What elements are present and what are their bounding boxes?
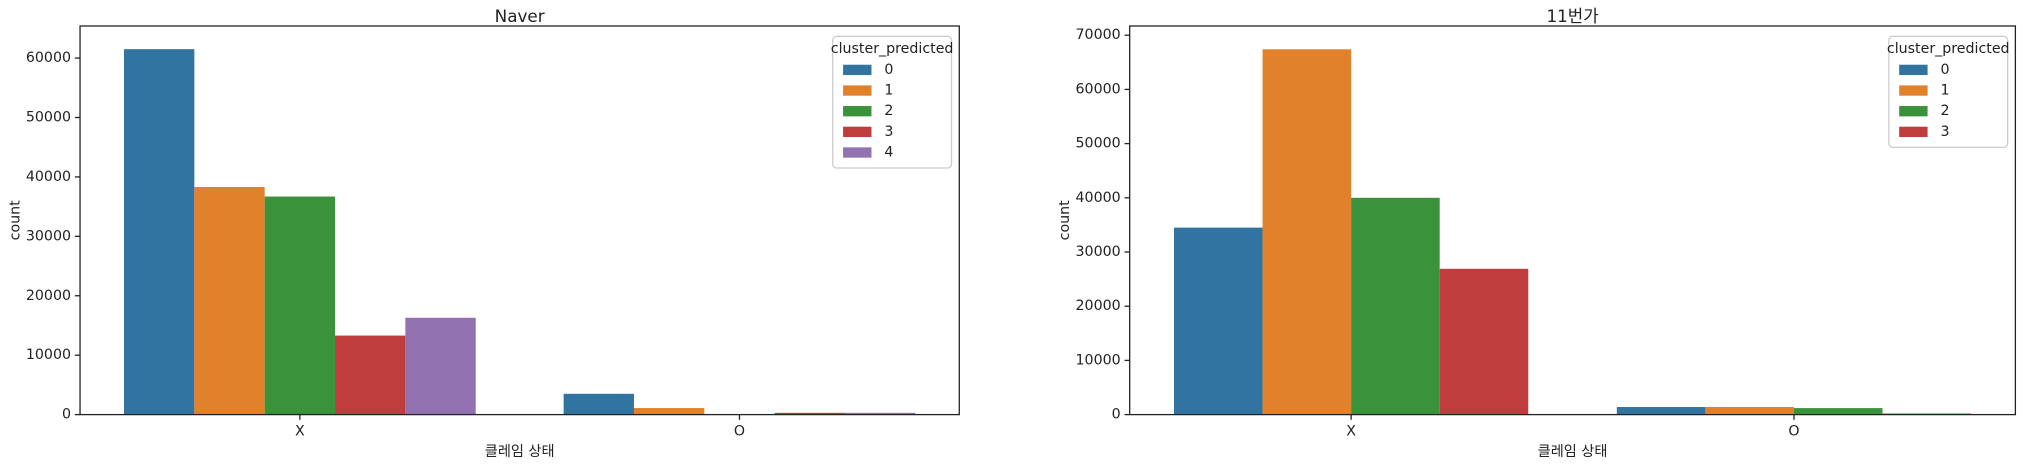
y-tick-label: 50000 — [26, 109, 71, 125]
bar — [1705, 407, 1794, 415]
y-tick-label: 0 — [1112, 407, 1121, 423]
bar — [264, 196, 336, 415]
legend-label: 1 — [1940, 83, 1949, 99]
bar — [774, 412, 845, 415]
y-tick-label: 30000 — [1076, 244, 1121, 260]
legend-swatch — [1899, 106, 1928, 117]
y-axis-label: count — [1057, 200, 1073, 240]
chart-title: Naver — [495, 6, 545, 26]
y-tick-label: 0 — [62, 407, 71, 423]
bar — [335, 335, 406, 415]
y-tick-label: 70000 — [1076, 27, 1121, 43]
legend-label: 2 — [884, 103, 893, 119]
y-tick-label: 40000 — [26, 169, 71, 185]
axes-frame — [1129, 25, 2017, 416]
bar — [563, 393, 634, 415]
legend-label: 3 — [1940, 124, 1949, 140]
bar — [844, 412, 916, 415]
y-tick-label: 60000 — [1076, 81, 1121, 97]
legend-label: 3 — [884, 124, 893, 140]
bar — [1173, 227, 1263, 415]
legend-title: cluster_predicted — [831, 41, 954, 57]
x-axis-label: 클레임 상태 — [1538, 444, 1608, 460]
legend-swatch — [1899, 64, 1928, 76]
y-tick-label: 50000 — [1076, 136, 1121, 152]
legend-label: 2 — [1940, 103, 1949, 119]
x-tick-label: X — [295, 423, 305, 439]
y-tick-label: 60000 — [26, 50, 71, 66]
legend-swatch — [843, 64, 872, 76]
legend-swatch — [843, 126, 872, 138]
legend-swatch — [1899, 85, 1928, 96]
bar — [633, 408, 705, 415]
y-tick-label: 20000 — [26, 288, 71, 304]
legend-box — [1888, 35, 2009, 148]
legend-label: 0 — [1940, 62, 1949, 78]
legend-swatch — [843, 106, 872, 117]
bar — [194, 187, 265, 415]
y-tick-label: 10000 — [26, 347, 71, 363]
y-tick-label: 20000 — [1076, 298, 1121, 314]
x-axis-label: 클레임 상태 — [485, 444, 555, 460]
y-axis-label: count — [7, 200, 23, 240]
legend-swatch — [843, 147, 872, 158]
bar — [1351, 197, 1440, 415]
axes-frame — [79, 25, 960, 416]
legend-label: 0 — [884, 62, 893, 78]
legend-title: cluster_predicted — [1887, 41, 2010, 57]
bar — [124, 49, 195, 415]
y-tick-label: 30000 — [26, 228, 71, 244]
bar — [405, 317, 476, 415]
x-tick-label: X — [1346, 423, 1356, 439]
x-tick-label: O — [734, 423, 745, 439]
y-tick-label: 10000 — [1076, 352, 1121, 368]
legend-label: 1 — [884, 83, 893, 99]
x-tick-label: O — [1788, 423, 1799, 439]
bar — [1793, 408, 1883, 415]
legend-label: 4 — [884, 145, 893, 161]
bar — [1439, 268, 1529, 415]
y-tick-label: 40000 — [1076, 190, 1121, 206]
legend-swatch — [1899, 126, 1928, 138]
chart-title: 11번가 — [1546, 6, 1598, 26]
legend-swatch — [843, 85, 872, 96]
bar — [1616, 407, 1706, 415]
bar — [1262, 49, 1352, 415]
